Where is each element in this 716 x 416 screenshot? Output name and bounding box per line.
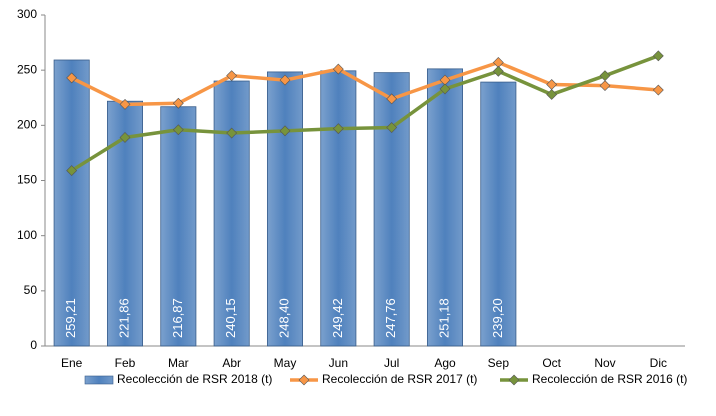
data-label: 240,15 [223, 298, 238, 338]
y-tick-label: 100 [17, 228, 37, 242]
marker [599, 70, 611, 82]
legend-marker [298, 374, 310, 386]
y-tick-label: 0 [30, 338, 37, 352]
data-label: 216,87 [170, 298, 185, 338]
data-label: 247,76 [383, 298, 398, 338]
marker [226, 70, 238, 82]
data-label: 239,20 [490, 298, 505, 338]
x-tick-label: Ago [434, 356, 456, 370]
x-tick-label: Nov [594, 356, 615, 370]
marker [386, 122, 398, 133]
bar [320, 70, 357, 347]
data-label: 249,42 [330, 298, 345, 338]
marker [332, 63, 344, 75]
y-tick-label: 300 [17, 7, 37, 21]
marker [119, 132, 131, 143]
x-tick-label: May [274, 356, 297, 370]
marker [492, 65, 504, 77]
line [70, 54, 659, 173]
x-tick-label: Sep [488, 356, 510, 370]
marker [599, 80, 611, 92]
marker [66, 72, 78, 84]
data-label: 251,18 [436, 298, 451, 338]
bar [266, 71, 303, 347]
bar [213, 80, 250, 347]
bar [160, 106, 197, 347]
x-tick-label: Ene [61, 356, 83, 370]
y-tick-label: 50 [24, 283, 38, 297]
legend-label: Recolección de RSR 2018 (t) [117, 372, 272, 386]
legend-label: Recolección de RSR 2017 (t) [322, 372, 477, 386]
marker [546, 79, 558, 90]
bar [426, 68, 463, 347]
y-tick-label: 200 [17, 118, 37, 132]
marker [279, 74, 291, 86]
x-tick-label: Dic [650, 356, 667, 370]
data-label: 221,86 [116, 298, 131, 338]
x-tick-label: Jul [384, 356, 399, 370]
legend-marker [508, 374, 520, 386]
x-tick-label: Jun [329, 356, 348, 370]
marker [332, 123, 344, 135]
marker [172, 124, 184, 136]
marker [386, 93, 398, 105]
x-tick-label: Mar [168, 356, 189, 370]
legend-swatch [84, 375, 114, 385]
line [70, 60, 659, 107]
data-label: 259,21 [63, 298, 78, 338]
marker [652, 50, 664, 62]
legend-label: Recolección de RSR 2016 (t) [532, 372, 687, 386]
marker [172, 97, 184, 109]
data-label: 248,40 [276, 298, 291, 338]
x-tick-label: Abr [222, 356, 241, 370]
bar [53, 59, 90, 347]
marker [546, 89, 558, 100]
y-tick-label: 250 [17, 62, 37, 76]
marker [119, 98, 131, 110]
y-tick-label: 150 [17, 173, 37, 187]
bar [480, 81, 517, 347]
marker [439, 83, 451, 95]
marker [226, 127, 238, 139]
marker [279, 125, 291, 137]
marker [66, 165, 78, 176]
marker [652, 84, 664, 96]
x-tick-label: Feb [115, 356, 136, 370]
x-tick-label: Oct [542, 356, 561, 370]
